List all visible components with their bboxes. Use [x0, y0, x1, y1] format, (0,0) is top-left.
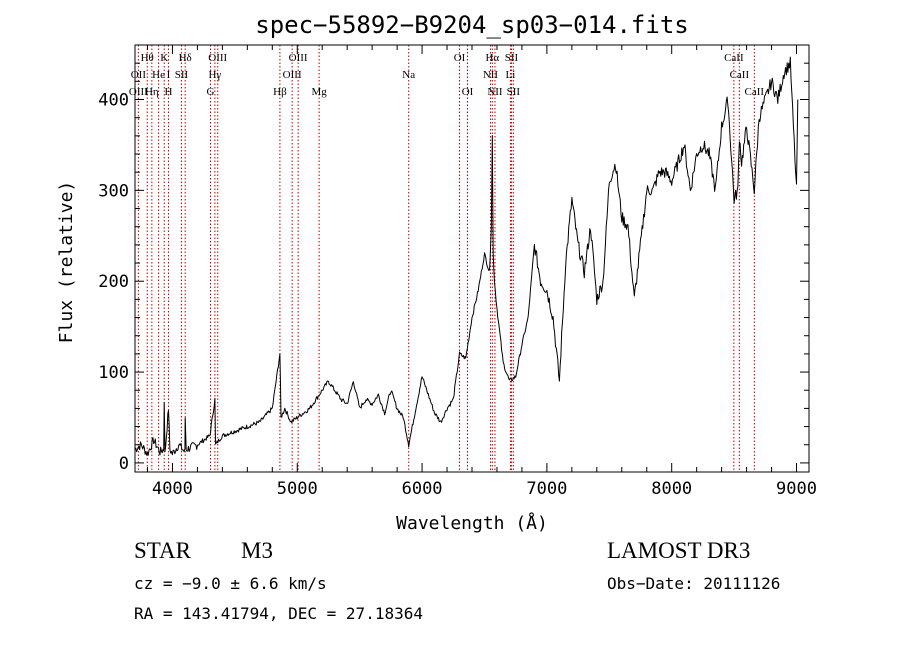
spectrum-series — [134, 56, 799, 456]
y-tick-label: 200 — [98, 272, 129, 292]
line-label: G — [207, 86, 215, 98]
x-tick-label: 7000 — [526, 479, 567, 499]
x-tick-label: 6000 — [402, 479, 443, 499]
y-tick-label: 300 — [98, 181, 129, 201]
line-label: H — [164, 86, 172, 98]
line-label: NII — [487, 86, 503, 98]
emission-line-markers — [137, 45, 755, 472]
line-label: CaII — [745, 86, 765, 98]
line-label: SII — [507, 86, 521, 98]
line-label: Hδ — [179, 52, 192, 64]
line-label: Mg — [311, 86, 327, 98]
line-label: CaII — [730, 69, 750, 81]
line-label: SII — [505, 52, 519, 64]
line-label: Hβ — [273, 86, 287, 98]
line-label: NII — [483, 69, 499, 81]
line-label: Hα — [485, 52, 499, 64]
line-label: OIII — [129, 86, 148, 98]
emission-line-labels: Hθ K Hδ OIII OIII OI Hα SII CaII OII He I SII Hγ OIII N… — [129, 52, 765, 98]
y-tick-label: 100 — [98, 363, 129, 383]
line-label: Hθ — [141, 52, 154, 64]
line-label: OI — [454, 52, 466, 64]
y-tick-label: 400 — [98, 91, 129, 111]
line-label: OIII — [208, 52, 227, 64]
series-line-spectrum — [134, 56, 799, 456]
line-label: OII — [131, 69, 147, 81]
line-label: CaII — [724, 52, 744, 64]
x-tick-label: 8000 — [651, 479, 692, 499]
axis-ticks: 4000 5000 6000 7000 8000 9000 0 100 200 300 400 — [98, 45, 817, 499]
redshift-velocity: cz = −9.0 ± 6.6 km/s — [134, 574, 327, 593]
line-label: OIII — [283, 69, 302, 81]
line-label: Hη — [145, 86, 159, 98]
line-label: OIII — [289, 52, 308, 64]
line-label: Li — [506, 69, 516, 81]
x-tick-label: 9000 — [776, 479, 817, 499]
chart-title: spec−55892−B9204_sp03−014.fits — [255, 11, 688, 39]
y-axis-label: Flux (relative) — [56, 181, 77, 344]
line-label: K — [160, 52, 168, 64]
coordinates: RA = 143.41794, DEC = 27.18364 — [134, 604, 423, 623]
line-label: Hγ — [208, 69, 221, 81]
observation-date: Obs−Date: 20111126 — [607, 574, 781, 593]
line-label: I — [167, 69, 171, 81]
y-tick-label: 0 — [119, 454, 129, 474]
x-tick-label: 5000 — [277, 479, 318, 499]
line-label: Na — [402, 69, 415, 81]
line-label: OI — [462, 86, 474, 98]
object-class: STAR — [134, 538, 191, 563]
plot-frame — [134, 44, 810, 473]
x-tick-label: 4000 — [152, 479, 193, 499]
object-subclass: M3 — [241, 538, 273, 563]
line-label: He — [152, 69, 165, 81]
x-axis-label: Wavelength (Å) — [396, 512, 548, 534]
survey-name: LAMOST DR3 — [607, 538, 751, 563]
line-label: SII — [175, 69, 189, 81]
